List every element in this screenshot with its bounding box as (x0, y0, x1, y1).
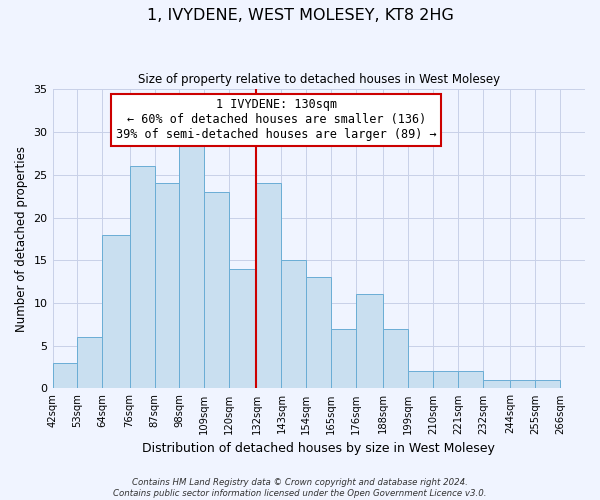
Bar (130, 166, 155, 388)
Bar (307, 278, 331, 388)
Text: 1 IVYDENE: 130sqm
← 60% of detached houses are smaller (136)
39% of semi-detache: 1 IVYDENE: 130sqm ← 60% of detached hous… (116, 98, 436, 142)
Title: Size of property relative to detached houses in West Molesey: Size of property relative to detached ho… (138, 72, 500, 86)
Bar (155, 184, 179, 388)
Text: Contains HM Land Registry data © Crown copyright and database right 2024.
Contai: Contains HM Land Registry data © Crown c… (113, 478, 487, 498)
Bar (103, 234, 130, 388)
Bar (179, 140, 205, 388)
Bar (383, 328, 408, 388)
Y-axis label: Number of detached properties: Number of detached properties (15, 146, 28, 332)
Bar (535, 380, 560, 388)
Bar (77, 337, 103, 388)
X-axis label: Distribution of detached houses by size in West Molesey: Distribution of detached houses by size … (142, 442, 495, 455)
Bar (408, 372, 433, 388)
Bar (53, 363, 77, 388)
Bar (433, 372, 458, 388)
Bar (229, 269, 256, 388)
Bar (356, 294, 383, 388)
Bar (510, 380, 535, 388)
Bar (458, 372, 483, 388)
Bar (256, 184, 281, 388)
Bar (205, 192, 229, 388)
Text: 1, IVYDENE, WEST MOLESEY, KT8 2HG: 1, IVYDENE, WEST MOLESEY, KT8 2HG (146, 8, 454, 22)
Bar (483, 380, 510, 388)
Bar (281, 260, 307, 388)
Bar (331, 328, 356, 388)
